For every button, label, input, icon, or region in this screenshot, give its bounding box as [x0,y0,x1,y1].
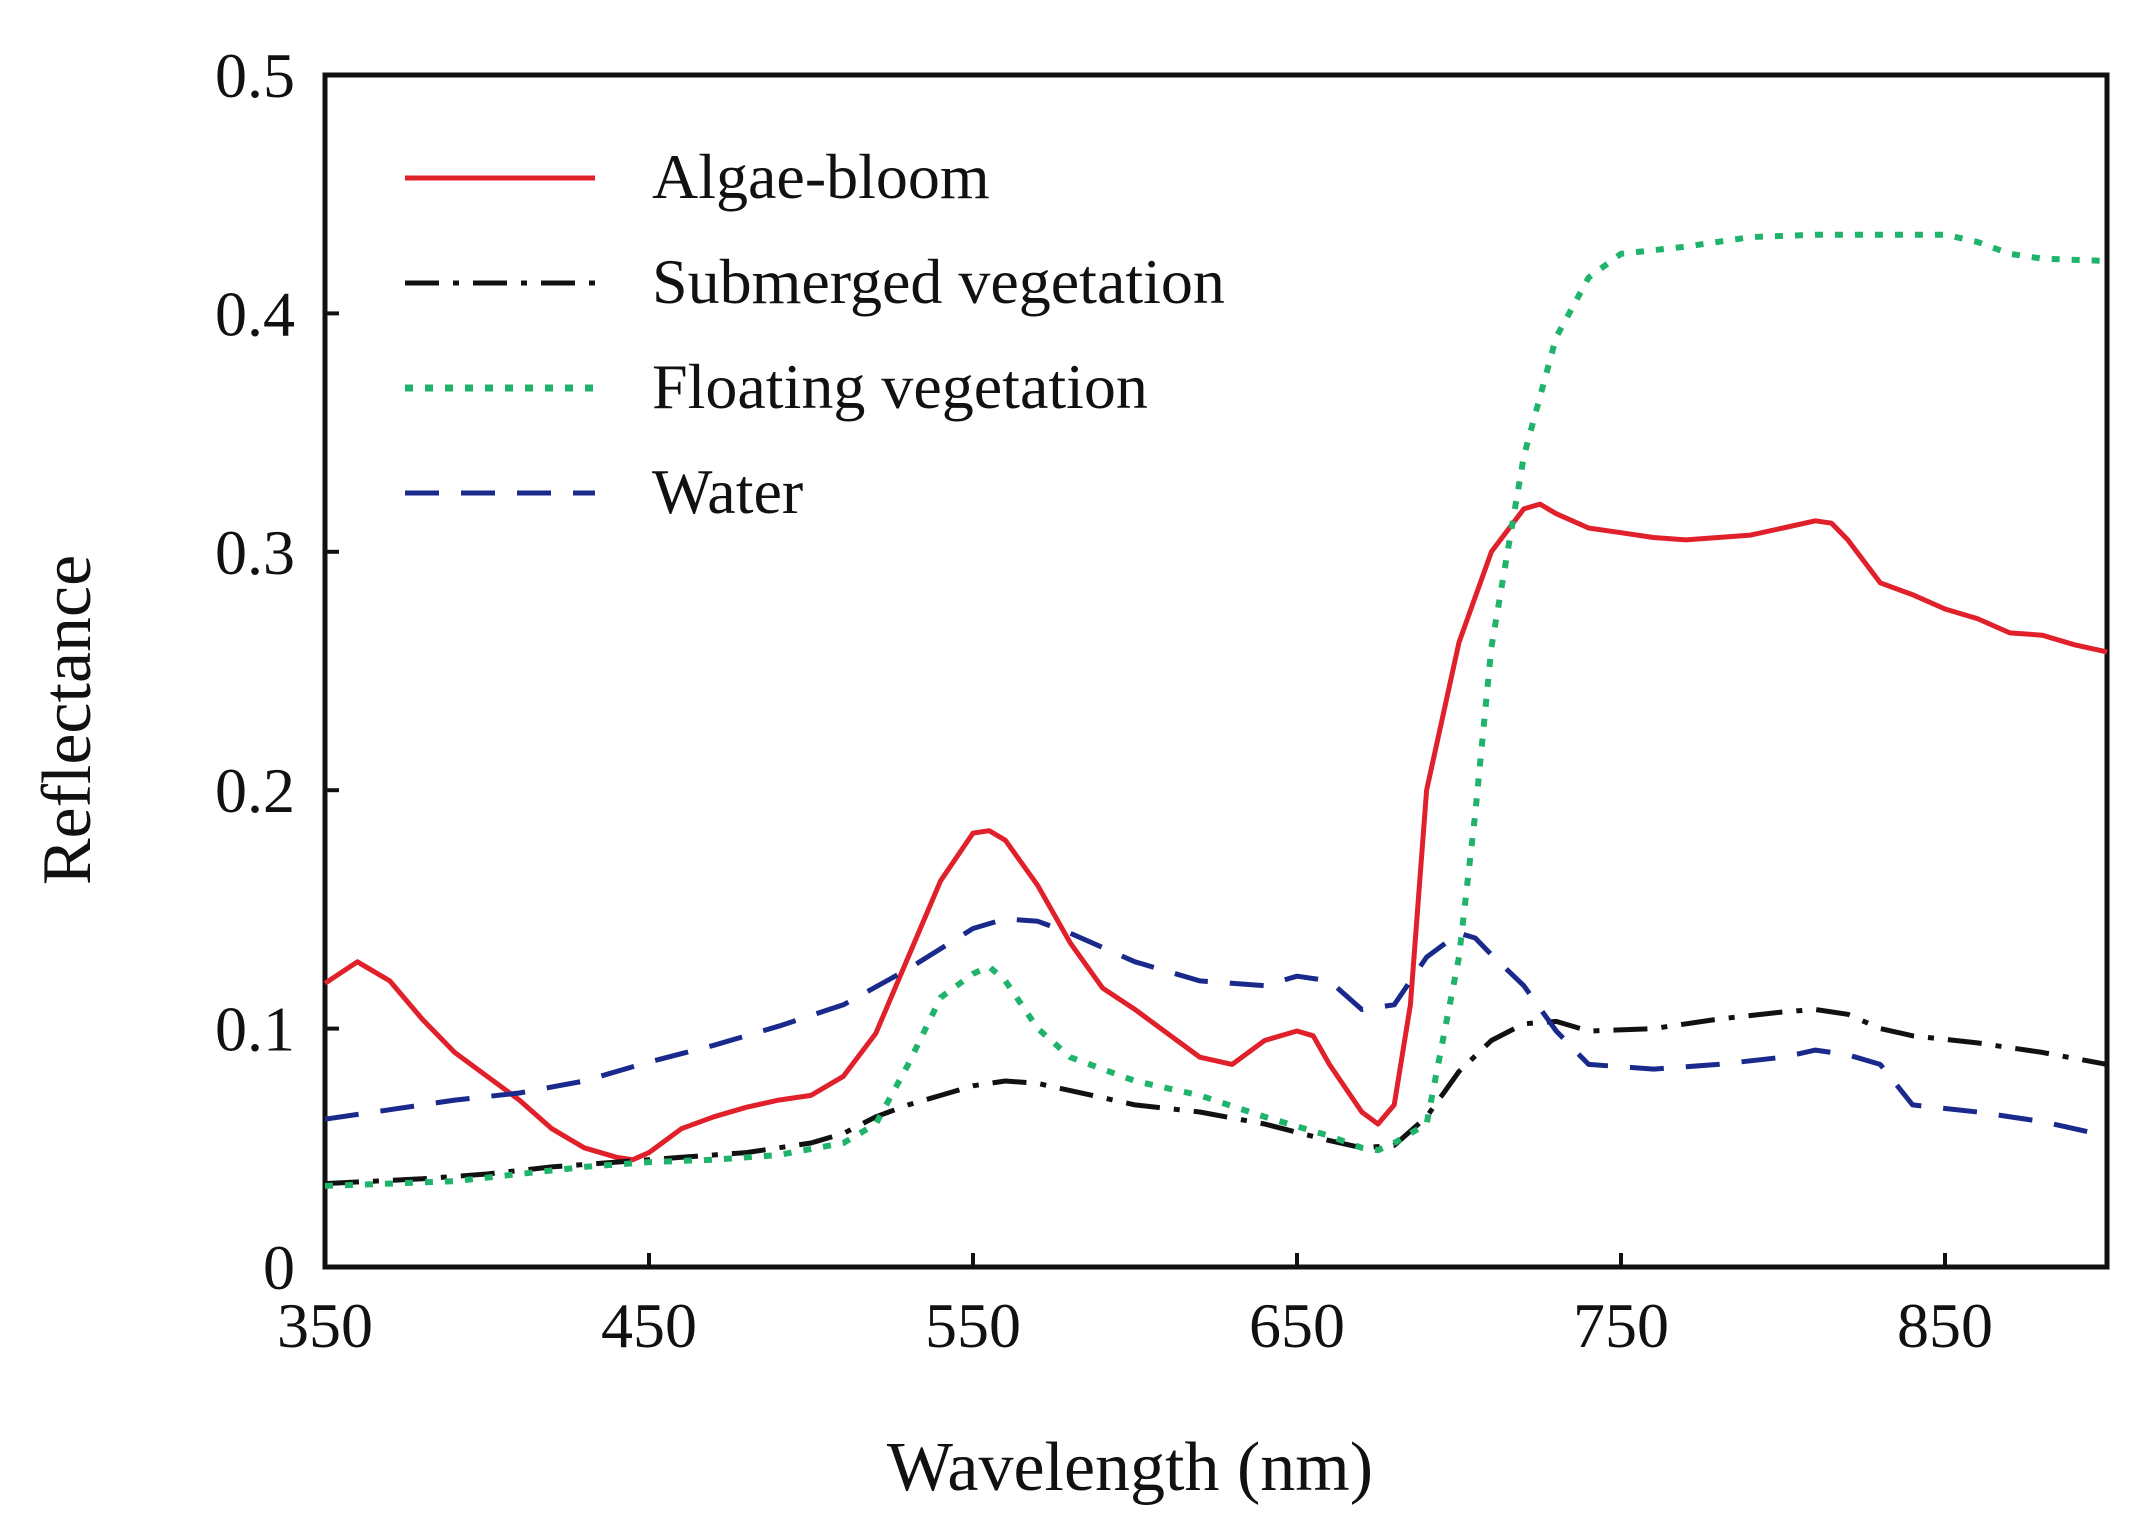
x-tick-label: 650 [1249,1290,1345,1361]
series-line-water [324,916,2108,1139]
legend-label: Algae-bloom [652,141,990,212]
x-tick-label: 750 [1573,1290,1669,1361]
legend-label: Floating vegetation [652,351,1148,422]
legend-label: Water [652,456,803,527]
x-tick-label: 450 [601,1290,697,1361]
y-tick-label: 0.2 [215,755,295,826]
series-line-floating-vegetation [324,231,2108,1189]
legend-label: Submerged vegetation [652,246,1225,317]
y-tick-label: 0.1 [215,994,295,1065]
x-tick-label: 850 [1897,1290,1993,1361]
x-tick-label: 350 [277,1290,373,1361]
series-line-submerged-vegetation [324,1007,2108,1187]
legend: Algae-bloom Submerged vegetation Floating … [405,141,1225,527]
y-tick-label: 0 [263,1232,295,1303]
x-axis: 350 450 550 650 750 850 [277,1253,1993,1361]
y-tick-label: 0.5 [215,40,295,111]
y-tick-label: 0.4 [215,278,295,349]
y-tick-label: 0.3 [215,517,295,588]
x-tick-label: 550 [925,1290,1021,1361]
y-axis: 0 0.1 0.2 0.3 0.4 0.5 [215,40,339,1303]
y-axis-title: Reflectance [29,555,106,885]
x-axis-title: Wavelength (nm) [887,1429,1373,1506]
plot-frame [322,72,2110,1270]
series-line-algae-bloom [323,501,2108,1163]
series-layer [323,231,2108,1189]
